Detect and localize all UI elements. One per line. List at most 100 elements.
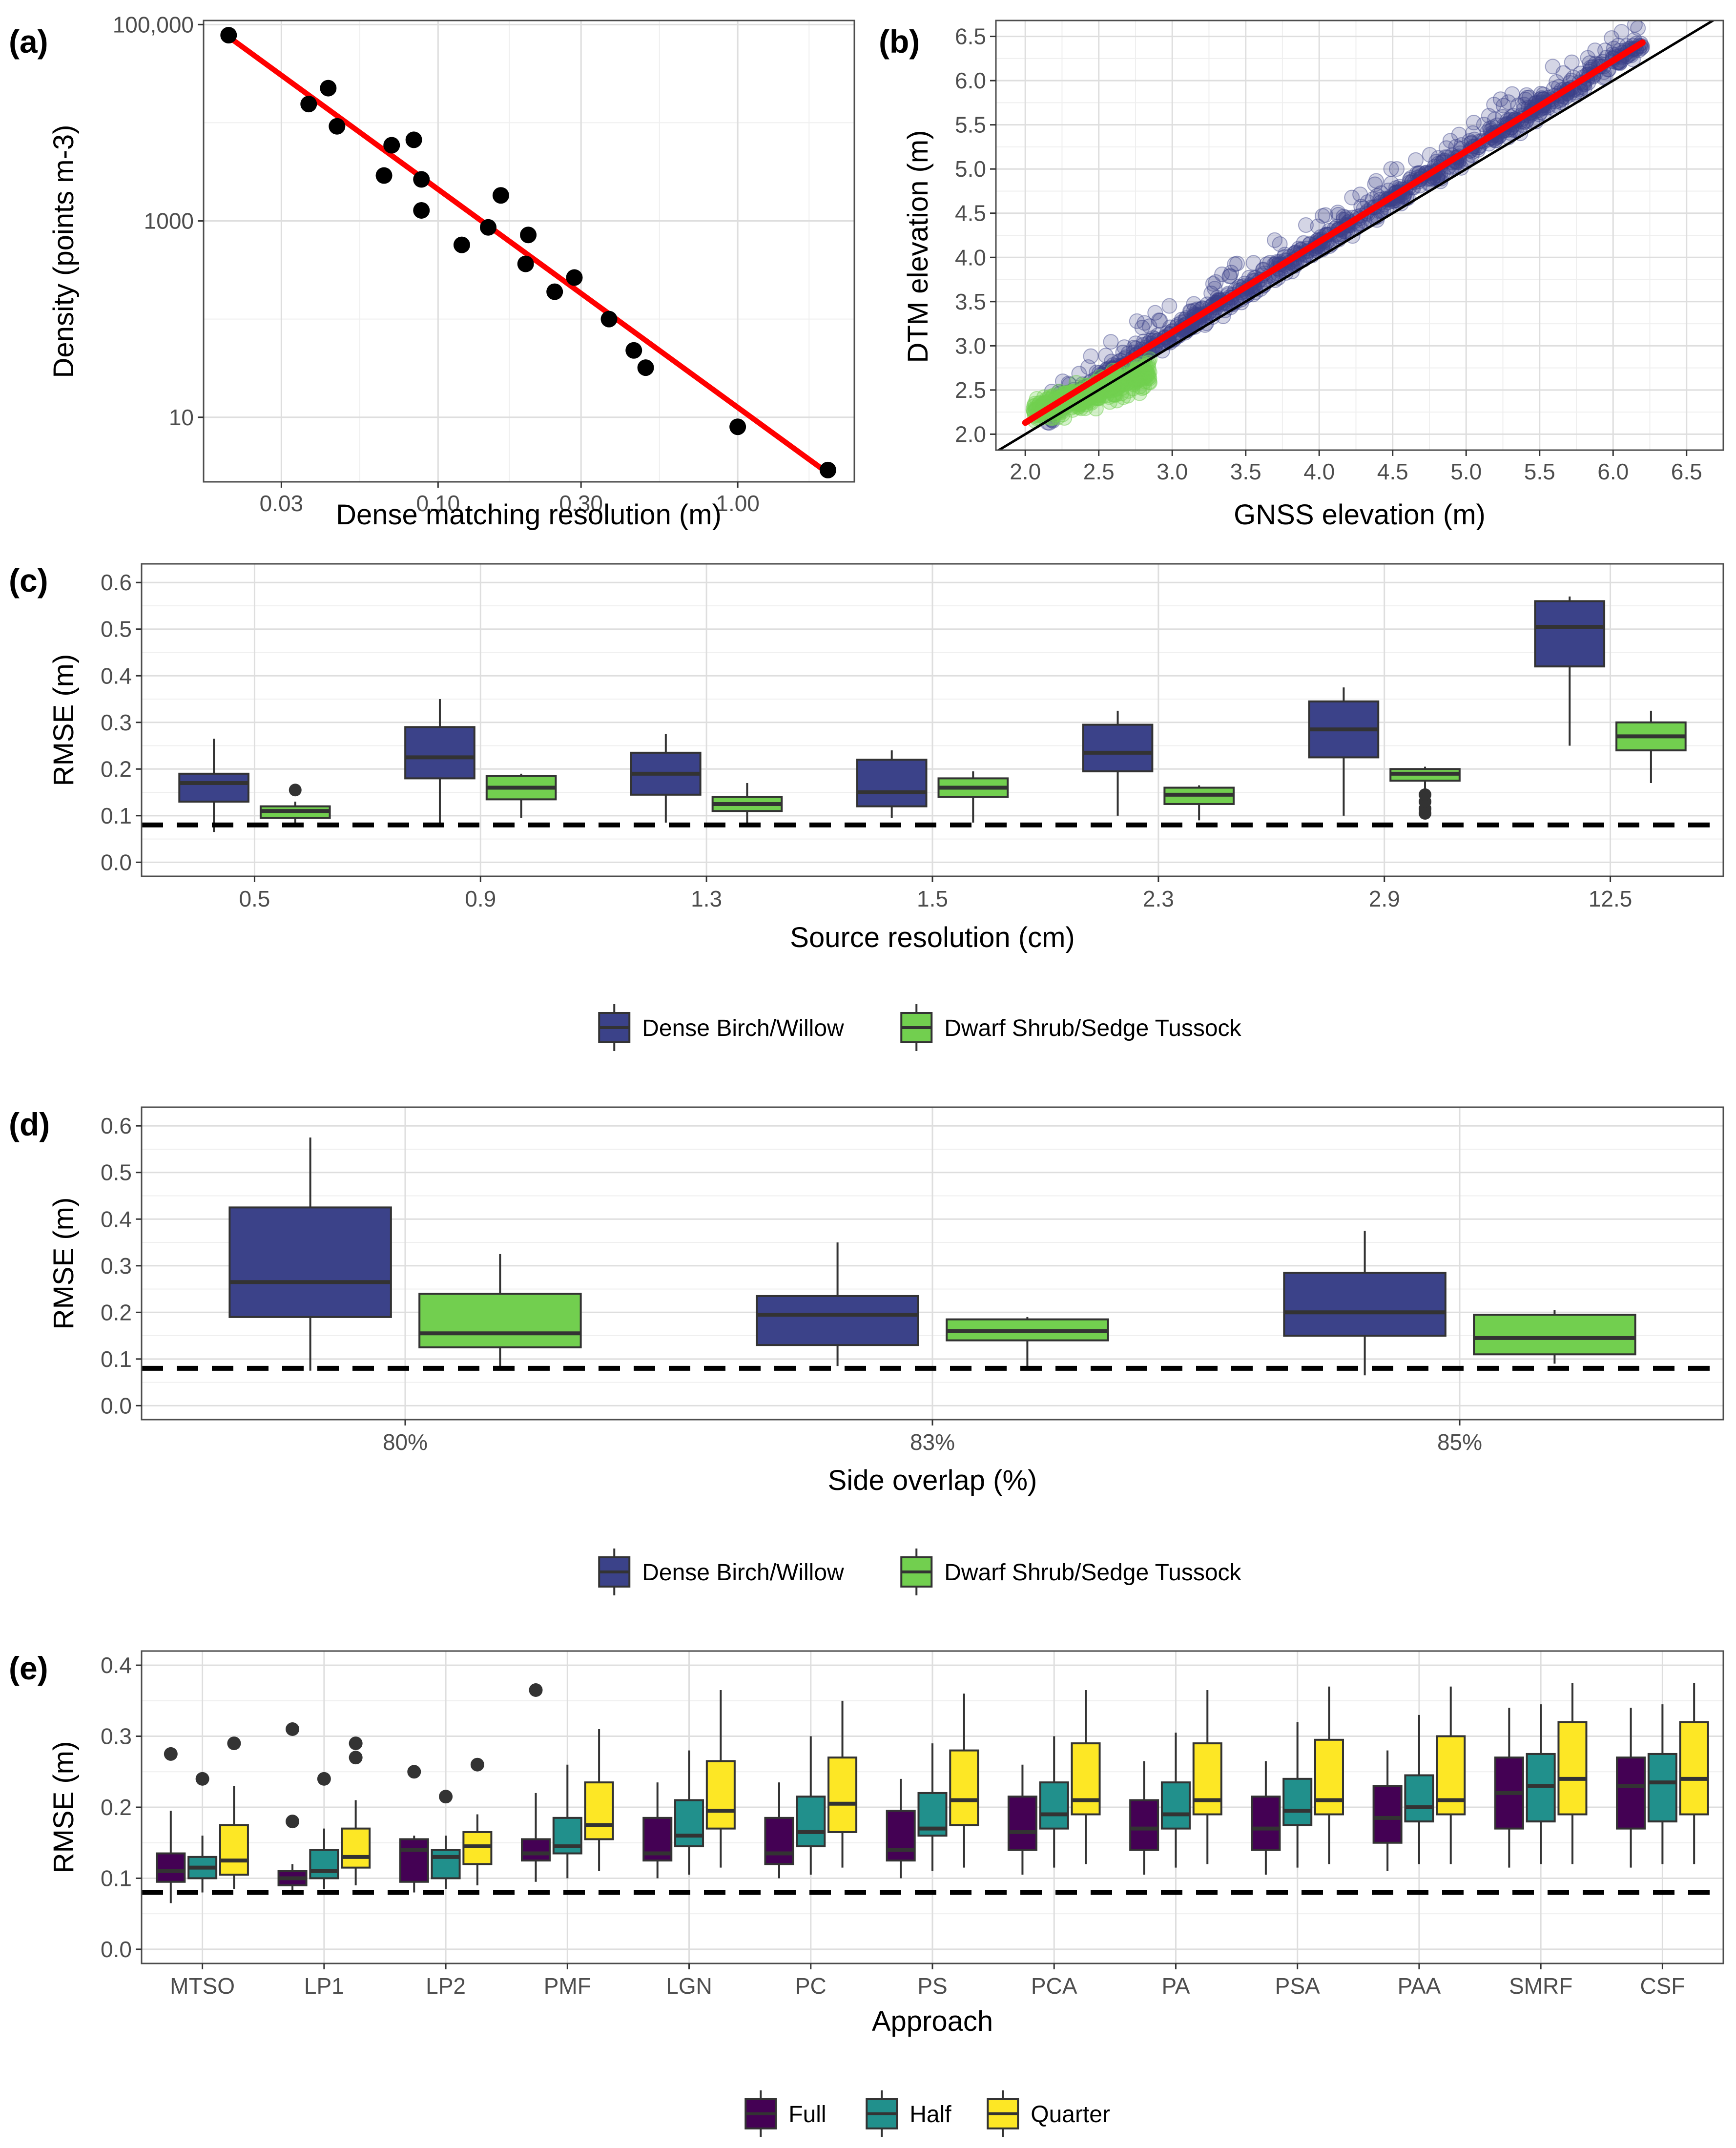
panel-e-legend-label: Quarter	[1031, 2102, 1110, 2127]
panel-e-box-body	[827, 1756, 858, 1833]
panel-b-x-tick-label: 5.5	[1524, 459, 1555, 484]
panel-b-y-tick-label: 2.5	[955, 377, 986, 403]
panel-e-marks	[142, 1683, 1723, 1903]
panel-e-y-axis-label: RMSE (m)	[48, 1741, 80, 1874]
panel-d-box	[946, 1317, 1109, 1366]
panel-b-y-tick-label: 3.5	[955, 289, 986, 314]
panel-b-border	[995, 20, 1724, 451]
panel-b: (b) 2.0 2.5 3.0 3.5 4.0 4.5 5.0 5.5 6.0 6.5 2.02.…	[879, 20, 1724, 531]
panel-a-border	[203, 20, 855, 483]
panel-e-label: (e)	[9, 1650, 48, 1686]
panel-a-point	[413, 171, 430, 188]
panel-d-legend-entry: Dwarf Shrub/Sedge Tussock	[900, 1549, 1242, 1595]
panel-b-point-dense	[1229, 255, 1245, 271]
panel-e-x-ticks: MTSO LP1 LP2 PMF LGN PC PS PCA PA PSA PAA SMRF CSF	[170, 1963, 1685, 1999]
panel-e-box-body	[156, 1852, 186, 1883]
panel-e-box	[219, 1736, 249, 1889]
panel-a-point	[566, 269, 583, 286]
panel-b-point-dense	[1098, 348, 1114, 364]
panel-e-box-body	[1679, 1721, 1709, 1816]
panel-b-point-dense	[1367, 176, 1383, 192]
panel-a-point	[220, 27, 237, 44]
panel-c-box	[1308, 687, 1380, 816]
panel-d-y-tick-label: 0.5	[101, 1160, 132, 1185]
panel-b-point-dense	[1510, 97, 1527, 113]
panel-c-outlier	[1419, 788, 1432, 801]
panel-b-point-dense	[1625, 51, 1641, 67]
panel-b-point-dense	[1519, 87, 1535, 103]
panel-b-point-dense	[1227, 256, 1243, 272]
panel-b-point-dense	[1487, 111, 1503, 127]
panel-a-point	[405, 131, 422, 148]
panel-b-point-dense	[1222, 268, 1238, 284]
panel-e-outlier	[286, 1815, 300, 1829]
panel-c-box	[1389, 766, 1461, 820]
panel-d-box	[756, 1242, 919, 1366]
panel-e-box	[1282, 1722, 1313, 1868]
panel-b-point-dense	[1521, 89, 1537, 105]
panel-c-box-body	[404, 726, 475, 780]
panel-e-box	[674, 1750, 704, 1875]
panel-e-box-body	[1039, 1781, 1069, 1830]
panel-b-point-dense	[1549, 74, 1565, 90]
panel-e-outlier	[349, 1736, 363, 1751]
panel-e-x-tick-label: MTSO	[170, 1973, 235, 1999]
panel-c-marks	[142, 596, 1723, 832]
panel-a-point	[413, 202, 430, 219]
panel-e-box	[1314, 1686, 1344, 1864]
panel-d-box	[1283, 1231, 1447, 1376]
panel-e-box-body	[1404, 1774, 1434, 1823]
panel-b-x-tick-label: 2.5	[1083, 459, 1115, 484]
panel-a-point	[520, 227, 537, 244]
panel-b-point-dense	[1151, 312, 1167, 329]
panel-b-point-dense	[1451, 126, 1467, 143]
panel-b-point-dense	[1476, 117, 1492, 133]
panel-b-point-dense	[1533, 85, 1549, 102]
panel-b-point-dense	[1545, 59, 1561, 75]
panel-b-point-dense	[1207, 281, 1223, 297]
panel-e-box	[1007, 1764, 1037, 1875]
panel-d-box-body	[756, 1295, 919, 1346]
panel-a-x-axis-label: Dense matching resolution (m)	[336, 499, 722, 531]
panel-b-point-dense	[1352, 186, 1368, 203]
panel-b-point-dense	[1344, 189, 1360, 206]
panel-d-legend-label: Dwarf Shrub/Sedge Tussock	[944, 1560, 1241, 1586]
panel-e-box-body	[341, 1827, 371, 1869]
panel-b-point-dense	[1208, 274, 1224, 290]
panel-b-point-dense	[1564, 54, 1580, 70]
panel-a-marks	[220, 27, 836, 478]
panel-a-point	[492, 187, 509, 204]
panel-a-point	[375, 167, 393, 184]
panel-b-point-dense	[1083, 348, 1099, 364]
panel-b-point-dense	[1318, 207, 1334, 223]
panel-c-x-tick-label: 2.3	[1143, 886, 1174, 911]
panel-b-point-dense	[1466, 115, 1482, 131]
panel-d: (d) 80% 83% 85% 0.0 0.1 0.2 0.3 0.4 0.5 0.6 Side…	[9, 1106, 1724, 1595]
panel-b-point-dense	[1134, 319, 1150, 335]
panel-c-box-body	[856, 759, 928, 807]
panel-c-x-tick-label: 2.9	[1369, 886, 1400, 911]
panel-e-box	[1436, 1686, 1466, 1864]
panel-a-x-ticks: 0.03 0.10 0.30 1.00	[260, 482, 760, 516]
panel-e-box	[827, 1700, 858, 1868]
panel-e-x-tick-label: LP1	[304, 1973, 344, 1999]
panel-a-y-tick-label: 1000	[144, 208, 194, 234]
panel-e-box-body	[796, 1796, 826, 1848]
panel-e-box	[764, 1782, 794, 1879]
panel-e-y-ticks: 0.0 0.1 0.2 0.3 0.4	[101, 1652, 142, 1962]
panel-c-x-ticks: 0.5 0.9 1.3 1.5 2.3 2.9 12.5	[239, 876, 1632, 911]
panel-b-y-tick-label: 6.5	[955, 24, 986, 49]
panel-b-y-tick-label: 2.0	[955, 421, 986, 447]
panel-d-x-ticks: 80% 83% 85%	[383, 1420, 1482, 1455]
panel-b-label: (b)	[879, 23, 920, 60]
panel-b-point-dense	[1486, 97, 1502, 113]
panel-b-y-axis-label: DTM elevation (m)	[902, 130, 934, 363]
panel-a-point	[320, 80, 337, 97]
panel-c-box	[404, 699, 475, 825]
panel-d-box-body	[1283, 1272, 1447, 1337]
panel-e-box	[1372, 1750, 1403, 1871]
panel-e-box-body	[1647, 1753, 1677, 1823]
panel-b-point-dense	[1368, 173, 1384, 189]
panel-c-box	[856, 750, 928, 818]
panel-b-point-dense	[1214, 266, 1230, 282]
